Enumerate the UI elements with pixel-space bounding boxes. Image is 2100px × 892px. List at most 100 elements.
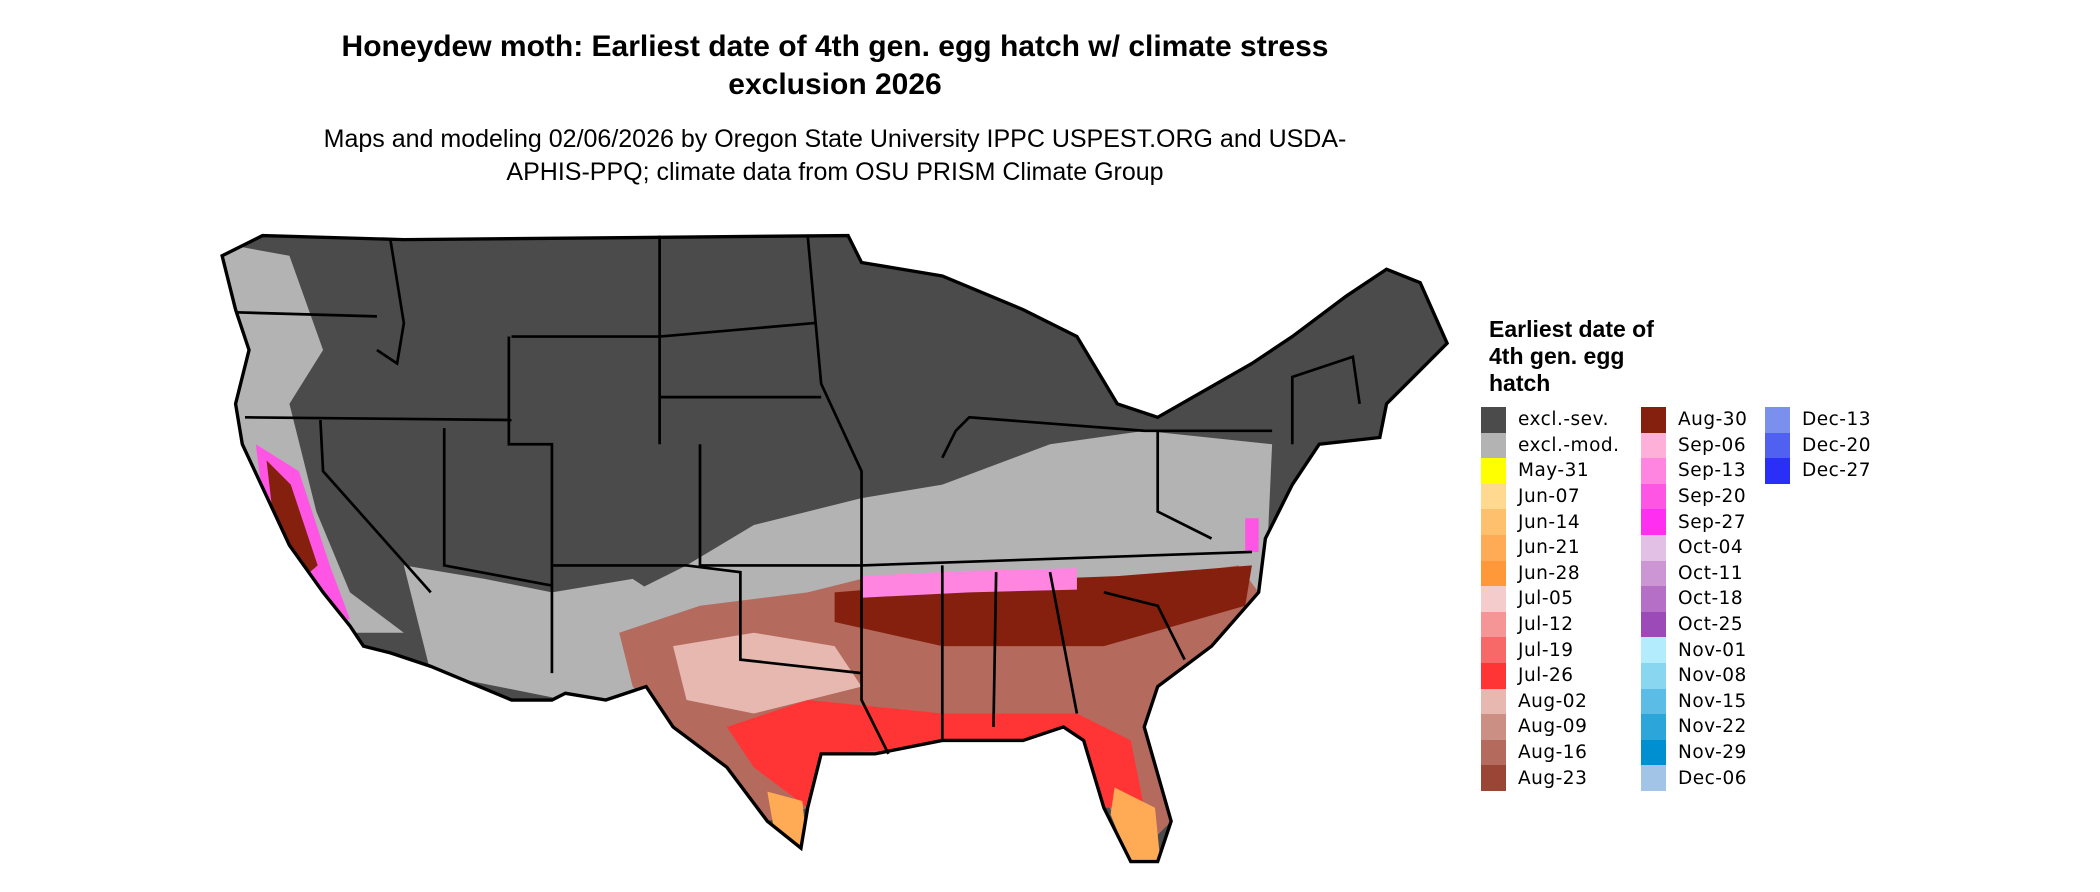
legend-label: Jun-14 [1518, 511, 1581, 533]
legend-swatch [1641, 586, 1666, 612]
legend-swatch [1641, 534, 1666, 561]
legend-item: Oct-18 [1641, 586, 1747, 612]
legend-label: excl.-mod. [1518, 434, 1620, 456]
sep-pink-band [861, 568, 1077, 598]
legend-swatch [1641, 407, 1666, 433]
legend-label: Jul-19 [1518, 639, 1574, 661]
legend-swatch [1765, 432, 1790, 459]
legend-swatch [1641, 483, 1666, 510]
jul-26-band [726, 700, 1145, 808]
legend-swatch [1481, 560, 1506, 587]
legend-item: Nov-08 [1641, 662, 1747, 689]
legend-swatch [1641, 714, 1666, 740]
legend-item: Aug-09 [1481, 714, 1620, 740]
legend-swatch [1481, 662, 1506, 689]
legend-item: Nov-22 [1641, 714, 1747, 740]
legend-item: Dec-13 [1765, 407, 1871, 433]
legend-item: Oct-04 [1641, 534, 1747, 561]
legend-item: Jun-28 [1481, 560, 1620, 587]
legend-label: Dec-06 [1678, 767, 1748, 789]
legend-label: Jun-28 [1518, 562, 1581, 584]
legend-swatch [1481, 714, 1506, 740]
excl-moderate-west-coast [222, 242, 404, 633]
legend-label: Dec-20 [1802, 434, 1872, 456]
legend-label: Jul-26 [1518, 665, 1574, 687]
legend-item: Sep-20 [1641, 483, 1747, 510]
legend-label: Dec-13 [1802, 409, 1872, 431]
legend-swatch [1481, 407, 1506, 433]
legend-swatch [1481, 611, 1506, 638]
legend-label: May-31 [1518, 460, 1590, 482]
legend-label: Sep-06 [1678, 434, 1747, 456]
legend-column-3: Dec-13 Dec-20 Dec-27 [1765, 407, 1871, 484]
legend-column-1: excl.-sev. excl.-mod. May-31 Jun-07 Jun-14 Ju… [1481, 407, 1620, 791]
legend-item: Nov-15 [1641, 688, 1747, 715]
legend-item: Jul-12 [1481, 611, 1620, 638]
california-brown [266, 460, 318, 582]
legend-column-2: Aug-30 Sep-06 Sep-13 Sep-20 Sep-27 Oct-04 Oct-… [1641, 407, 1747, 791]
legend-swatch [1481, 739, 1506, 766]
map-subtitle: Maps and modeling 02/06/2026 by Oregon S… [323, 125, 1347, 186]
legend-swatch [1641, 458, 1666, 484]
legend-item: Jul-19 [1481, 637, 1620, 663]
legend-swatch [1481, 458, 1506, 484]
virginia-pink [1245, 518, 1259, 552]
legend-swatch [1641, 688, 1666, 715]
legend-swatch [1641, 662, 1666, 689]
legend-swatch [1765, 407, 1790, 433]
legend-label: Aug-23 [1518, 767, 1588, 789]
legend-item: Sep-13 [1641, 458, 1747, 484]
legend-item: Oct-25 [1641, 611, 1747, 638]
legend-item: Jun-07 [1481, 483, 1620, 510]
legend-label: Sep-27 [1678, 511, 1747, 533]
legend-label: Nov-08 [1678, 665, 1747, 687]
legend-label: Aug-30 [1678, 409, 1748, 431]
state-borders [235, 235, 1361, 755]
legend-label: Oct-18 [1678, 588, 1744, 610]
legend-item: Aug-02 [1481, 688, 1620, 715]
legend-item: Aug-30 [1641, 407, 1747, 433]
legend-swatch [1641, 560, 1666, 587]
legend-swatch [1641, 432, 1666, 459]
legend-swatch [1765, 458, 1790, 484]
legend-label: Nov-15 [1678, 690, 1747, 712]
legend-item: Dec-06 [1641, 765, 1747, 791]
legend-swatch [1481, 586, 1506, 612]
legend-label: Nov-01 [1678, 639, 1747, 661]
legend-item: Nov-01 [1641, 637, 1747, 663]
legend-item: Jul-26 [1481, 662, 1620, 689]
legend-item: excl.-sev. [1481, 407, 1620, 433]
legend-item: May-31 [1481, 458, 1620, 484]
legend-swatch [1481, 483, 1506, 510]
legend-swatch [1641, 765, 1666, 791]
legend-item: Sep-06 [1641, 432, 1747, 459]
legend-label: Jul-05 [1518, 588, 1574, 610]
legend-item: Jun-14 [1481, 509, 1620, 535]
legend-item: Oct-11 [1641, 560, 1747, 587]
legend-title: Earliest date of 4th gen. egg hatch [1489, 316, 1654, 396]
legend-label: Sep-20 [1678, 486, 1747, 508]
legend-swatch [1641, 637, 1666, 663]
legend-item: Dec-27 [1765, 458, 1871, 484]
legend-item: Dec-20 [1765, 432, 1872, 459]
legend-swatch [1641, 739, 1666, 766]
legend-swatch [1481, 765, 1506, 791]
legend-label: Oct-25 [1678, 614, 1744, 636]
legend-label: Aug-09 [1518, 716, 1588, 738]
legend-label: Oct-11 [1678, 562, 1744, 584]
legend-item: Jul-05 [1481, 586, 1620, 612]
legend-label: Aug-02 [1518, 690, 1588, 712]
legend-swatch [1481, 688, 1506, 715]
legend-label: Nov-29 [1678, 742, 1747, 764]
legend-label: Sep-13 [1678, 460, 1747, 482]
map-title: Honeydew moth: Earliest date of 4th gen.… [341, 30, 1329, 101]
legend-label: Oct-04 [1678, 537, 1744, 559]
legend-item: excl.-mod. [1481, 432, 1620, 459]
legend-label: Dec-27 [1802, 460, 1872, 482]
legend-item: Nov-29 [1641, 739, 1747, 766]
legend-label: excl.-sev. [1518, 409, 1609, 431]
legend-label: Jun-21 [1518, 537, 1581, 559]
legend-swatch [1481, 509, 1506, 535]
legend-swatch [1481, 637, 1506, 663]
